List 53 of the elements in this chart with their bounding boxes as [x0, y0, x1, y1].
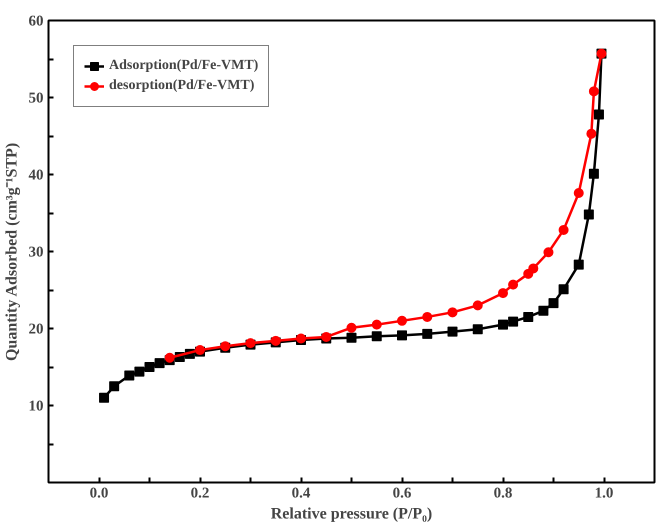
point	[523, 312, 534, 322]
y-tick-label: 50	[28, 90, 44, 106]
point	[558, 284, 569, 294]
point	[584, 210, 594, 220]
point	[346, 332, 356, 343]
point	[134, 366, 144, 377]
point	[124, 370, 134, 380]
x-tick-label: 1.0	[594, 486, 614, 502]
legend-label: desorption(Pd/Fe-VMT)	[109, 78, 254, 94]
point	[422, 312, 432, 322]
x-tick-label: 0.4	[292, 486, 311, 502]
x-tick-label: 0.2	[190, 486, 210, 502]
point	[109, 381, 120, 392]
x-tick-label: 0.0	[90, 486, 108, 502]
point	[472, 300, 483, 310]
point	[594, 109, 604, 120]
x-tick-label: 0.8	[494, 486, 512, 502]
point	[99, 392, 110, 403]
legend-label: Adsorption(Pd/Fe-VMT)	[109, 58, 258, 74]
point	[372, 331, 382, 342]
x-axis-title: Relative pressure (P/P₀)	[270, 506, 432, 522]
point	[508, 280, 518, 290]
point	[538, 306, 548, 316]
point	[543, 247, 554, 258]
point	[523, 268, 534, 279]
point	[397, 316, 407, 326]
point	[548, 298, 558, 308]
point	[472, 324, 483, 334]
point	[144, 362, 154, 372]
point	[448, 326, 458, 337]
point	[574, 260, 584, 270]
point	[397, 330, 407, 340]
point	[574, 188, 584, 198]
y-tick-label: 20	[28, 322, 44, 338]
point	[588, 168, 599, 179]
point	[164, 352, 175, 363]
point	[422, 328, 432, 339]
point	[154, 358, 165, 368]
x-tick-label: 0.6	[392, 486, 412, 502]
point	[498, 320, 508, 330]
point	[588, 86, 599, 96]
y-tick-label: 30	[28, 244, 44, 260]
point	[586, 128, 596, 139]
y-tick-label: 60	[28, 14, 44, 30]
point	[372, 320, 382, 330]
y-tick-label: 40	[28, 168, 44, 184]
point	[498, 288, 508, 298]
point	[558, 224, 569, 235]
point	[508, 316, 518, 327]
y-axis-title: Quantity Adsorbed (cm³g⁻¹STP)	[4, 142, 20, 362]
y-tick-label: 10	[28, 398, 44, 414]
point	[448, 307, 458, 318]
point	[346, 322, 356, 333]
